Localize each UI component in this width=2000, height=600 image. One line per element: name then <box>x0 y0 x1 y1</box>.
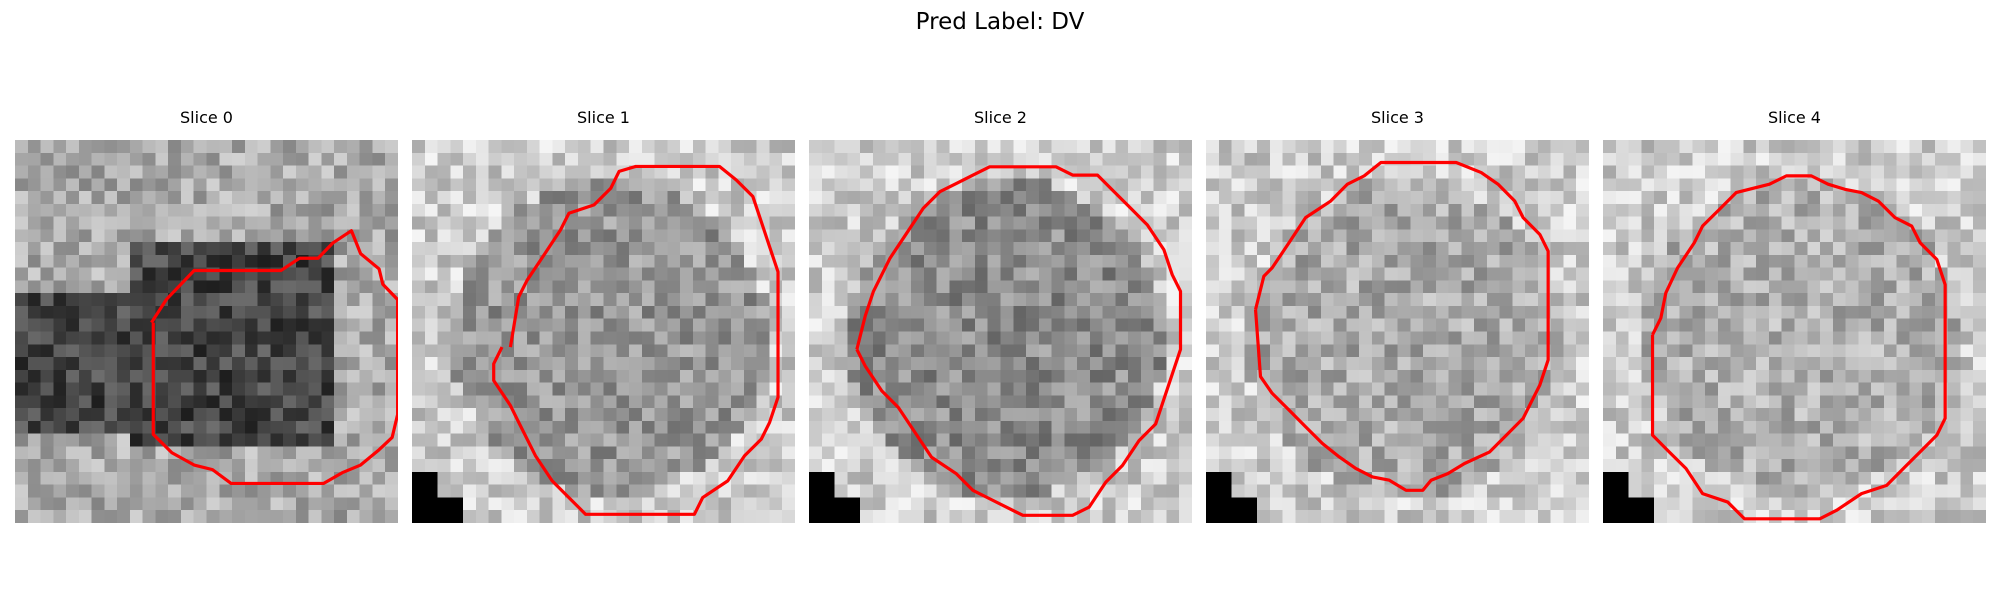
slice-panel-2: Slice 2 <box>809 108 1192 523</box>
slice-4-pixels <box>1603 140 1986 523</box>
slice-3-corner-marker <box>1206 471 1258 523</box>
slice-title-1: Slice 1 <box>577 108 630 127</box>
slice-4-svg <box>1603 140 1986 523</box>
slice-panel-3: Slice 3 <box>1206 108 1589 523</box>
slice-4-corner-marker <box>1603 471 1655 523</box>
slice-3-pixels <box>1206 140 1589 523</box>
slice-2-pixels <box>809 140 1192 523</box>
slice-image-0 <box>15 140 398 523</box>
slice-2-corner-marker <box>809 471 861 523</box>
slice-image-1 <box>412 140 795 523</box>
slice-title-4: Slice 4 <box>1768 108 1821 127</box>
slice-2-svg <box>809 140 1192 523</box>
slice-0-pixels <box>15 140 398 523</box>
slice-image-4 <box>1603 140 1986 523</box>
slice-title-0: Slice 0 <box>180 108 233 127</box>
slice-panel-1: Slice 1 <box>412 108 795 523</box>
slice-0-svg <box>15 140 398 523</box>
slice-1-corner-marker <box>412 471 464 523</box>
slice-1-contour <box>492 164 780 516</box>
slice-panel-0: Slice 0 <box>15 108 398 523</box>
slice-image-3 <box>1206 140 1589 523</box>
slice-3-contour <box>1253 160 1550 492</box>
figure-title: Pred Label: DV <box>915 9 1085 35</box>
slice-1-svg <box>412 140 795 523</box>
slice-2-contour <box>855 165 1183 517</box>
slice-0-contour <box>150 229 398 486</box>
slice-3-svg <box>1206 140 1589 523</box>
slice-image-2 <box>809 140 1192 523</box>
slice-panel-4: Slice 4 <box>1603 108 1986 523</box>
slice-title-2: Slice 2 <box>974 108 1027 127</box>
slice-4-contour <box>1650 174 1947 521</box>
slice-title-3: Slice 3 <box>1371 108 1424 127</box>
